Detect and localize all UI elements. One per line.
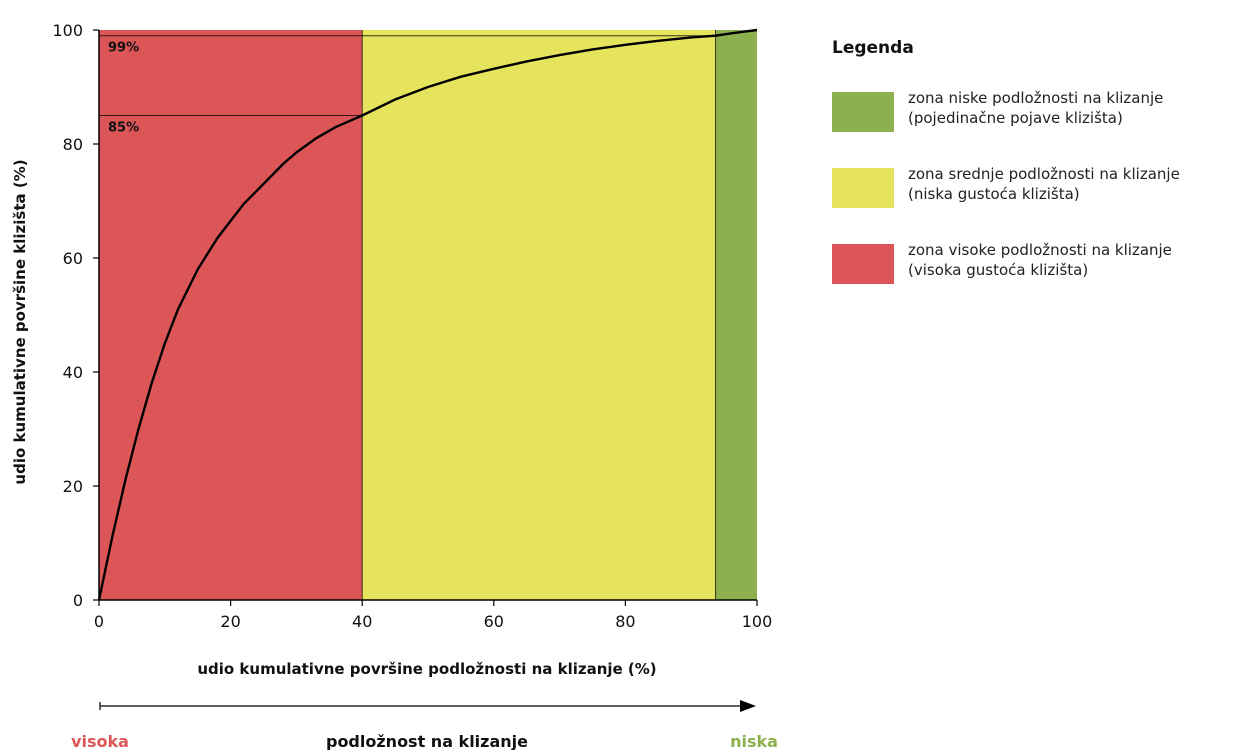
y-tick-label-100: 100 — [52, 21, 83, 40]
x-tick-label-0: 0 — [94, 612, 104, 631]
zone-1 — [362, 30, 716, 600]
legend-label-low: zona niske podložnosti na klizanje — [908, 89, 1164, 107]
legend: Legenda zona niske podložnosti na klizan… — [832, 38, 1232, 320]
y-axis-label: udio kumulativne površine klizišta (%) — [11, 159, 29, 484]
x-axis-ticks: 0 20 40 60 80 100 — [94, 600, 772, 631]
y-tick-label-20: 20 — [63, 477, 83, 496]
scale-left-label: visoka — [71, 732, 129, 750]
zone-0 — [99, 30, 363, 600]
legend-swatch-medium — [832, 168, 894, 208]
scale-arrow-head — [740, 700, 756, 712]
zone-dividers — [361, 30, 717, 600]
legend-item-low: zona niske podložnosti na klizanje (poje… — [832, 89, 1232, 168]
legend-label-high: zona visoke podložnosti na klizanje — [908, 241, 1172, 259]
scale-right-label: niska — [730, 732, 778, 750]
y-tick-label-40: 40 — [63, 363, 83, 382]
y-axis-ticks: 0 20 40 60 80 100 — [52, 21, 99, 610]
cumulative-curve — [97, 28, 758, 601]
x-tick-label-20: 20 — [220, 612, 240, 631]
x-tick-label-60: 60 — [484, 612, 504, 631]
x-tick-label-80: 80 — [615, 612, 635, 631]
x-tick-label-40: 40 — [352, 612, 372, 631]
legend-swatch-low — [832, 92, 894, 132]
legend-title: Legenda — [832, 38, 914, 58]
x-axis-label: udio kumulativne površine podložnosti na… — [197, 660, 656, 678]
scale-center-label: podložnost na klizanje — [326, 732, 528, 750]
legend-sublabel-medium: (niska gustoća klizišta) — [908, 185, 1080, 203]
zone-2 — [715, 30, 757, 600]
legend-item-medium: zona srednje podložnosti na klizanje (ni… — [832, 165, 1232, 244]
zone-backgrounds — [99, 30, 757, 600]
annotation-label-0: 99% — [108, 41, 139, 56]
y-tick-label-60: 60 — [63, 249, 83, 268]
annotations: 99% 85% — [99, 35, 716, 136]
legend-item-high: zona visoke podložnosti na klizanje (vis… — [832, 241, 1232, 320]
axes — [98, 30, 757, 601]
legend-swatch-high — [832, 244, 894, 284]
legend-sublabel-high: (visoka gustoća klizišta) — [908, 261, 1089, 279]
legend-label-medium: zona srednje podložnosti na klizanje — [908, 165, 1180, 183]
annotation-label-1: 85% — [108, 121, 139, 136]
y-tick-label-80: 80 — [63, 135, 83, 154]
chart: 99% 85% 0 20 40 60 80 100 0 20 40 60 80 100 udio ku… — [11, 21, 778, 750]
x-tick-label-100: 100 — [742, 612, 773, 631]
susceptibility-scale: visoka podložnost na klizanje niska — [71, 700, 778, 750]
legend-sublabel-low: (pojedinačne pojave klizišta) — [908, 109, 1123, 127]
y-tick-label-0: 0 — [73, 591, 83, 610]
